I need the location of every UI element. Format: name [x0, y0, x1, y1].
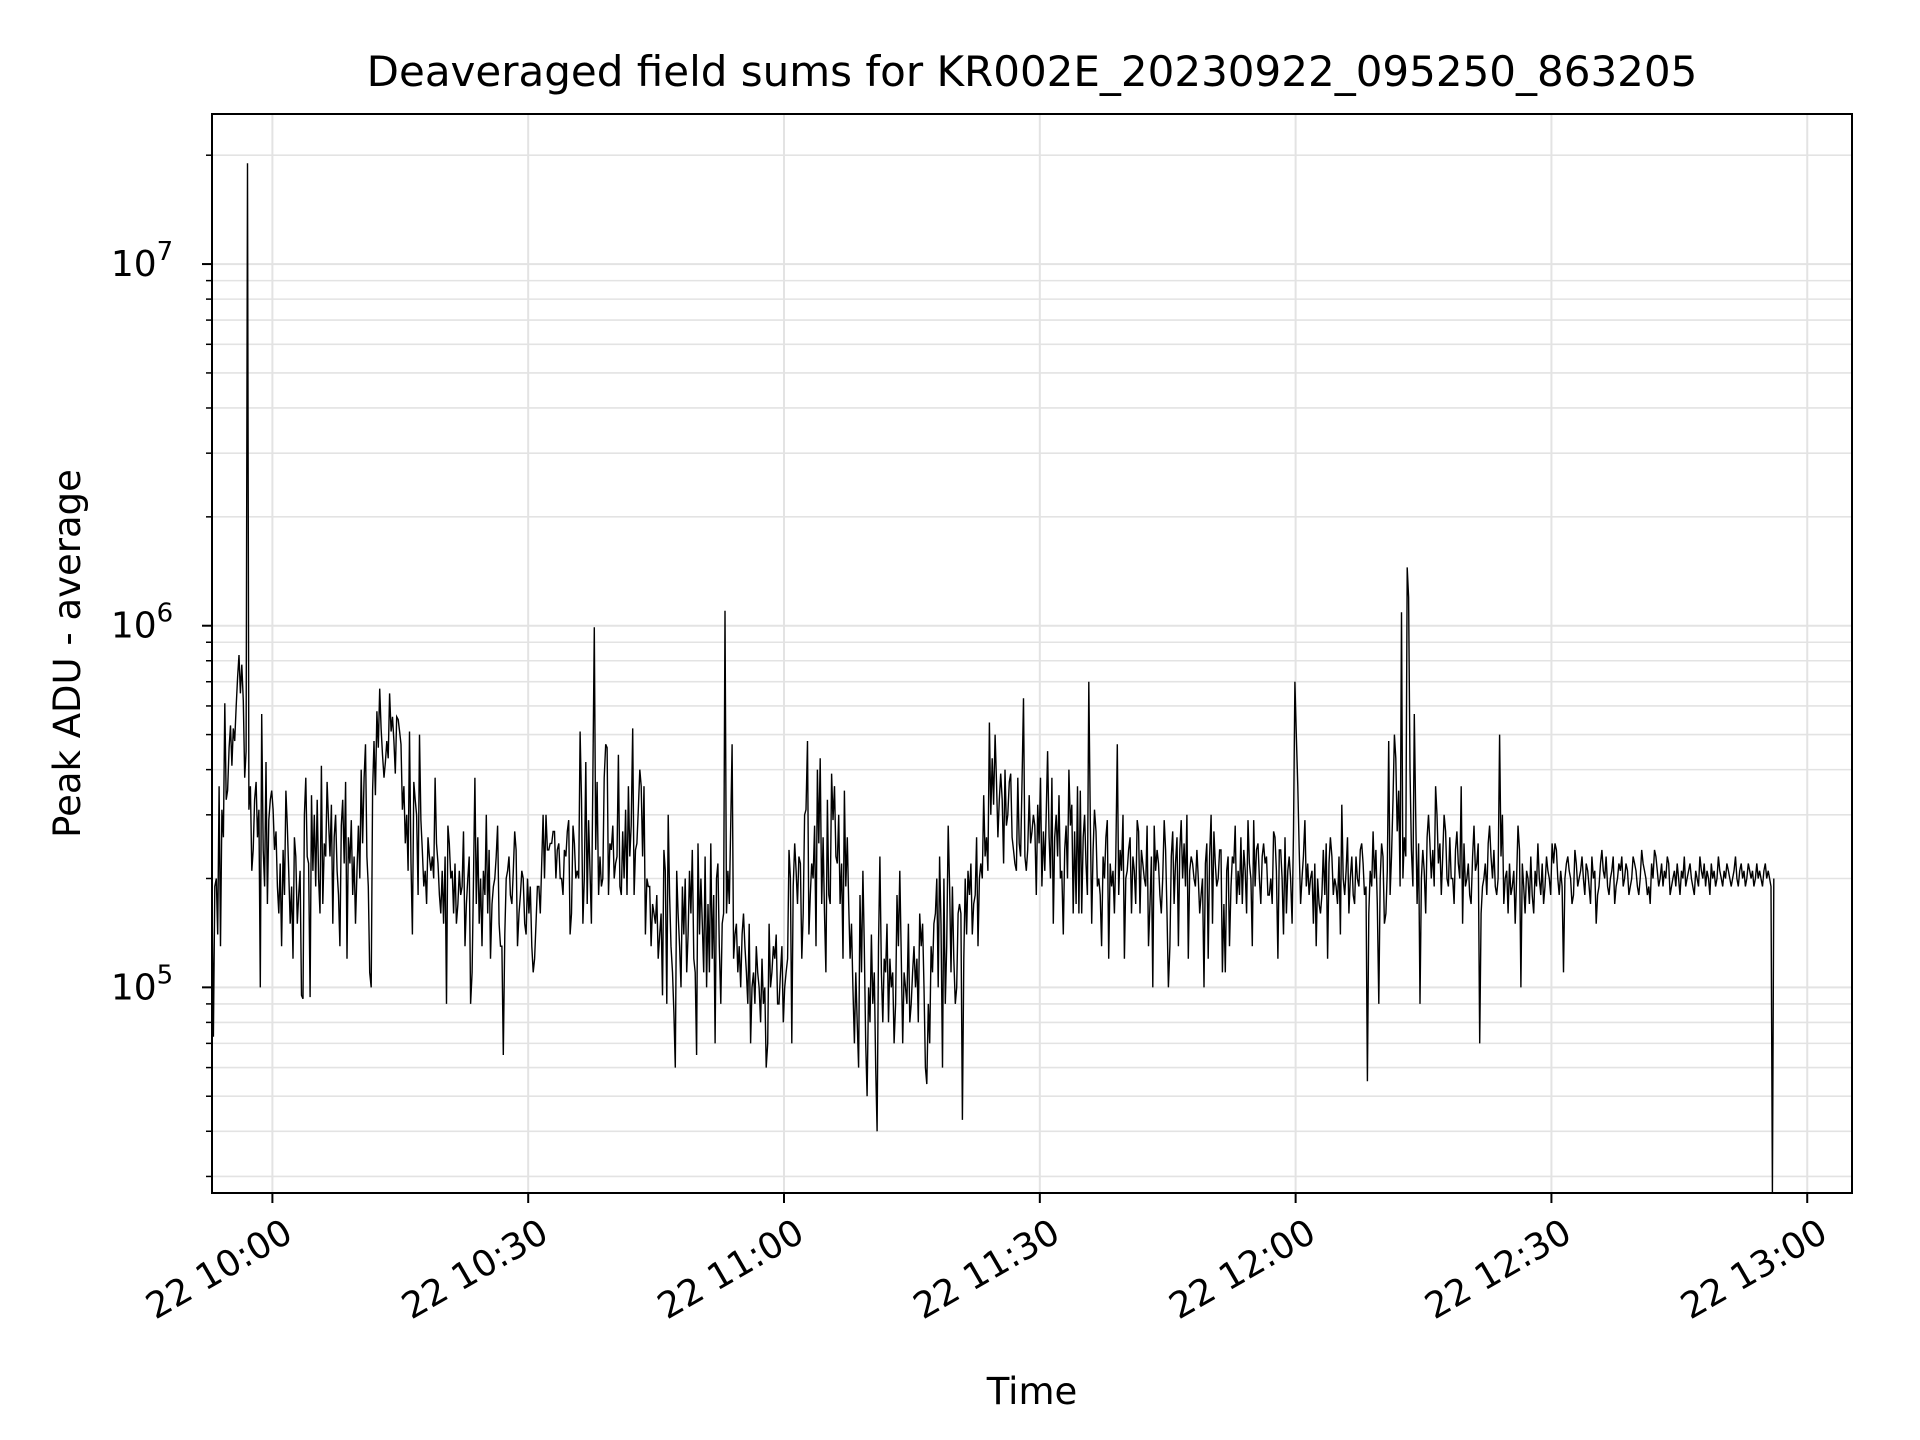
y-tick-base: 10	[111, 606, 157, 647]
y-tick-base: 10	[111, 244, 157, 285]
plot-frame	[211, 113, 1853, 1194]
y-tick-label: 107	[111, 237, 173, 285]
y-tick-label: 105	[111, 960, 173, 1008]
y-tick-exponent: 5	[157, 960, 174, 990]
y-tick-exponent: 6	[157, 599, 174, 629]
series-line	[211, 163, 1775, 1194]
y-tick-label: 106	[111, 599, 173, 647]
grid	[212, 114, 1852, 1193]
chart-title: Deaveraged field sums for KR002E_2023092…	[367, 47, 1698, 96]
y-tick-exponent: 7	[157, 237, 174, 267]
y-axis-label: Peak ADU - average	[46, 469, 89, 838]
x-axis-label: Time	[986, 1370, 1078, 1413]
y-tick-base: 10	[111, 967, 157, 1008]
